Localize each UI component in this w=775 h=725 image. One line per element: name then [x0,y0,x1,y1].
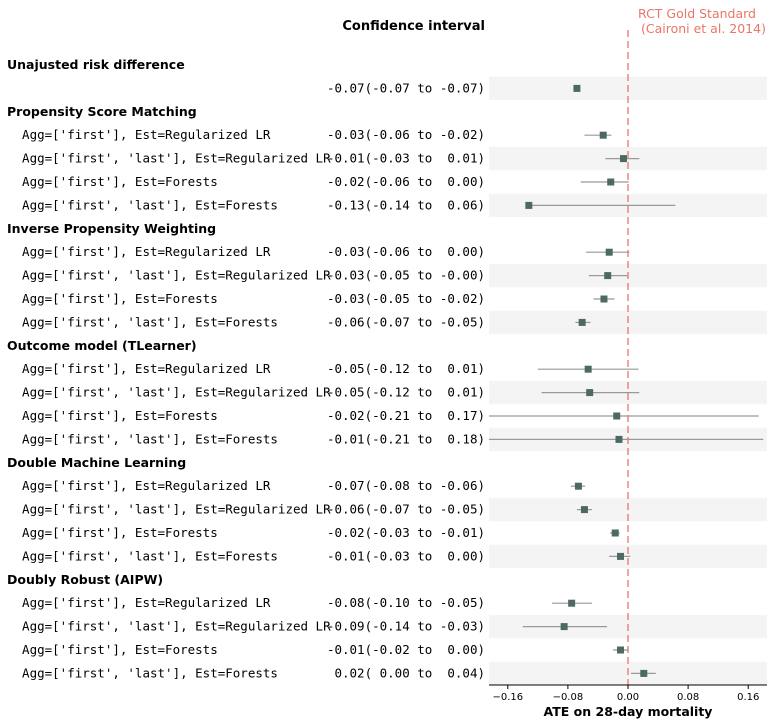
x-tick-label: −0.08 [553,692,584,703]
row-label: Agg=['first'], Est=Regularized LR [7,478,271,493]
reference-label-line2: (Caironi et al. 2014) [641,21,766,36]
row-label: Agg=['first', 'last'], Est=Forests [7,665,278,680]
point-estimate [615,435,623,443]
x-tick-label: 0.00 [617,692,639,703]
point-estimate [584,365,592,373]
point-estimate [574,482,582,490]
x-axis-label: ATE on 28-day mortality [544,704,713,719]
point-estimate [611,529,619,537]
ci-text: -0.03(-0.06 to -0.02) [327,127,485,142]
ci-text: -0.02(-0.06 to 0.00) [327,174,485,189]
row-label: Agg=['first', 'last'], Est=Regularized L… [7,502,331,517]
ci-text: -0.03(-0.05 to -0.00) [327,268,485,283]
ci-whiskers [489,134,764,675]
group-label: Propensity Score Matching [7,104,197,119]
row-label: Agg=['first'], Est=Regularized LR [7,361,271,376]
row-label: Agg=['first'], Est=Forests [7,174,218,189]
row-label: Agg=['first'], Est=Regularized LR [7,244,271,259]
point-estimates [525,84,648,677]
ci-text: -0.01(-0.02 to 0.00) [327,642,485,657]
row-label: Agg=['first'], Est=Forests [7,525,218,540]
row-label: Agg=['first'], Est=Forests [7,291,218,306]
ci-text: -0.05(-0.12 to 0.01) [327,361,485,376]
x-tick-label: 0.16 [737,692,759,703]
x-axis: −0.16 −0.08 0.00 0.08 0.16 [489,684,767,703]
x-tick-label: −0.16 [492,692,523,703]
ci-text: -0.02(-0.03 to -0.01) [327,525,485,540]
point-estimate [600,295,608,303]
ci-text: -0.07(-0.08 to -0.06) [327,478,485,493]
row-label: Agg=['first'], Est=Forests [7,408,218,423]
group-label: Outcome model (TLearner) [7,338,197,353]
row-label: Agg=['first'], Est=Forests [7,642,218,657]
row-label: Agg=['first', 'last'], Est=Forests [7,314,278,329]
ci-text: -0.03(-0.06 to 0.00) [327,244,485,259]
point-estimate [619,155,627,163]
ci-texts: -0.07(-0.07 to -0.07) -0.03(-0.06 to -0.0… [327,80,485,680]
ci-text: -0.02(-0.21 to 0.17) [327,408,485,423]
x-tick-label: 0.08 [677,692,699,703]
ci-text: -0.03(-0.05 to -0.02) [327,291,485,306]
group-label: Double Machine Learning [7,455,186,470]
row-label: Agg=['first', 'last'], Est=Forests [7,197,278,212]
ci-text: -0.01(-0.03 to 0.01) [327,151,485,166]
ci-text: 0.02( 0.00 to 0.04) [327,665,485,680]
point-estimate [586,389,594,397]
reference-label-line1: RCT Gold Standard [638,6,756,21]
point-estimate [616,646,624,654]
row-label: Agg=['first', 'last'], Est=Regularized L… [7,151,331,166]
ci-text: -0.08(-0.10 to -0.05) [327,595,485,610]
group-label: Inverse Propensity Weighting [7,221,216,236]
group-label: Doubly Robust (AIPW) [7,572,163,587]
row-label: Agg=['first'], Est=Regularized LR [7,127,271,142]
point-estimate [640,669,648,677]
ci-text: -0.09(-0.14 to -0.03) [327,619,485,634]
point-estimate [613,412,621,420]
row-label: Agg=['first', 'last'], Est=Forests [7,431,278,446]
ci-text: -0.06(-0.07 to -0.05) [327,314,485,329]
point-estimate [607,178,615,186]
point-estimate [573,84,581,92]
ci-text: -0.01(-0.03 to 0.00) [327,548,485,563]
ci-header: Confidence interval [342,19,485,34]
point-estimate [605,248,613,256]
point-estimate [568,599,576,607]
row-label: Agg=['first', 'last'], Est=Regularized L… [7,619,331,634]
row-label: Agg=['first', 'last'], Est=Regularized L… [7,385,331,400]
point-estimate [525,201,533,209]
point-estimate [616,552,624,560]
point-estimate [580,506,588,514]
ci-text: -0.13(-0.14 to 0.06) [327,197,485,212]
row-label: Agg=['first', 'last'], Est=Forests [7,548,278,563]
ci-text: -0.07(-0.07 to -0.07) [327,80,485,95]
ci-text: -0.05(-0.12 to 0.01) [327,385,485,400]
point-estimate [560,623,568,631]
row-labels: Unajusted risk difference Propensity Scor… [7,57,331,680]
row-label: Agg=['first'], Est=Regularized LR [7,595,271,610]
ci-text: -0.06(-0.07 to -0.05) [327,502,485,517]
ci-text: -0.01(-0.21 to 0.18) [327,431,485,446]
point-estimate [599,131,607,139]
row-label: Agg=['first', 'last'], Est=Regularized L… [7,268,331,283]
point-estimate [604,272,612,280]
point-estimate [578,318,586,326]
group-label: Unajusted risk difference [7,57,185,72]
